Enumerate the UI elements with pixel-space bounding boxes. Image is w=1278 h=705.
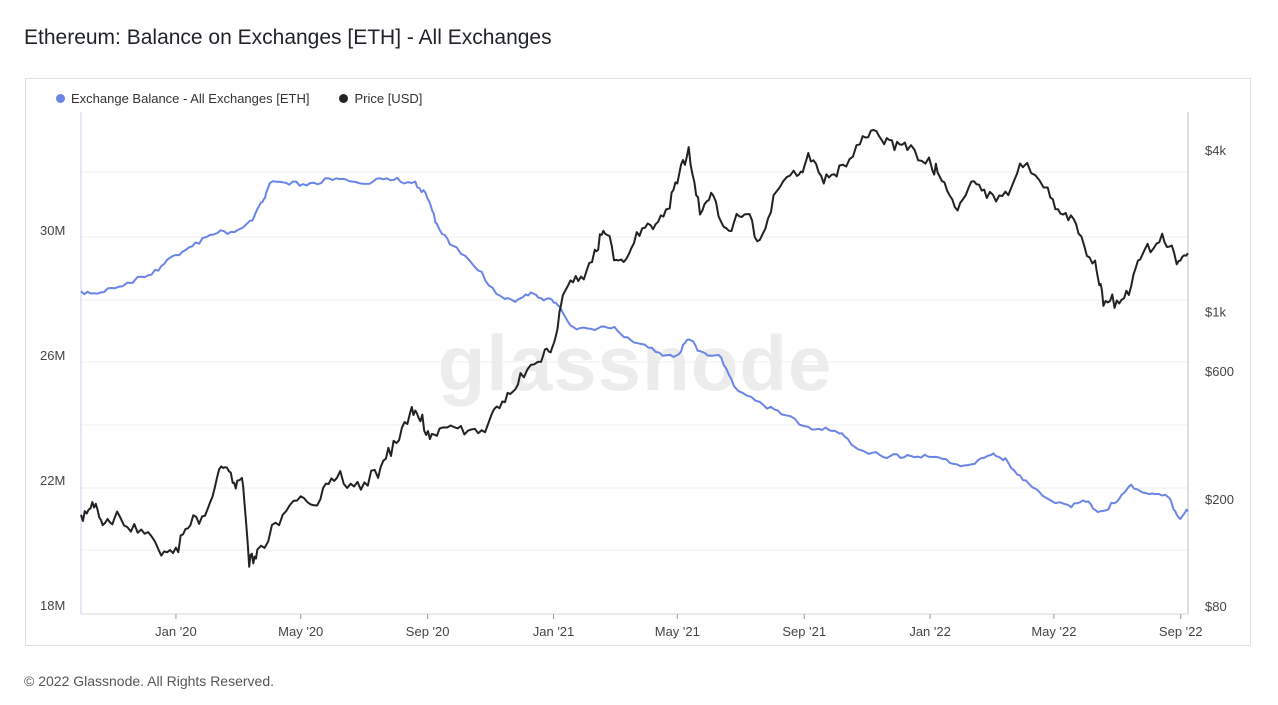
x-tick-label: Sep '20 bbox=[406, 624, 450, 639]
copyright-footer: © 2022 Glassnode. All Rights Reserved. bbox=[24, 673, 275, 689]
x-tick-label: Jan '20 bbox=[155, 624, 197, 639]
chart-title: Ethereum: Balance on Exchanges [ETH] - A… bbox=[24, 26, 552, 49]
x-tick-label: Sep '22 bbox=[1159, 624, 1203, 639]
series-line-price bbox=[80, 129, 1189, 568]
x-tick-label: May '22 bbox=[1031, 624, 1076, 639]
x-axis-ticks: Jan '20 May '20 Sep '20 Jan '21 May '21 Sep '… bbox=[155, 614, 1203, 639]
y-axis-right-ticks: $80 $200 $600 $1k $4k bbox=[1205, 143, 1234, 614]
x-tick-label: May '20 bbox=[278, 624, 323, 639]
legend-label-exchange-balance: Exchange Balance - All Exchanges [ETH] bbox=[71, 91, 310, 106]
legend-item-exchange-balance[interactable]: Exchange Balance - All Exchanges [ETH] bbox=[56, 91, 309, 106]
y-left-tick-label: 18M bbox=[40, 598, 65, 613]
series-line-exchange-balance bbox=[80, 176, 1189, 520]
watermark: glassnode bbox=[438, 319, 833, 407]
legend-dot-price bbox=[339, 94, 349, 103]
y-axis-left-ticks: 18M 22M 26M 30M bbox=[40, 223, 65, 613]
x-tick-label: Jan '21 bbox=[533, 624, 575, 639]
legend-dot-exchange-balance bbox=[56, 94, 65, 103]
y-right-tick-label: $4k bbox=[1205, 143, 1226, 158]
y-left-tick-label: 22M bbox=[40, 473, 65, 488]
y-left-tick-label: 26M bbox=[40, 348, 65, 363]
y-right-tick-label: $600 bbox=[1205, 364, 1234, 379]
legend-label-price: Price [USD] bbox=[354, 91, 423, 106]
x-tick-label: Jan '22 bbox=[909, 624, 951, 639]
y-right-tick-label: $1k bbox=[1205, 305, 1226, 320]
y-right-tick-label: $200 bbox=[1205, 492, 1234, 507]
legend: Exchange Balance - All Exchanges [ETH] P… bbox=[56, 91, 422, 106]
legend-item-price[interactable]: Price [USD] bbox=[339, 91, 422, 106]
y-right-tick-label: $80 bbox=[1205, 599, 1227, 614]
y-left-tick-label: 30M bbox=[40, 223, 65, 238]
x-tick-label: Sep '21 bbox=[782, 624, 826, 639]
grid-lines bbox=[81, 171, 1188, 551]
x-tick-label: May '21 bbox=[655, 624, 700, 639]
